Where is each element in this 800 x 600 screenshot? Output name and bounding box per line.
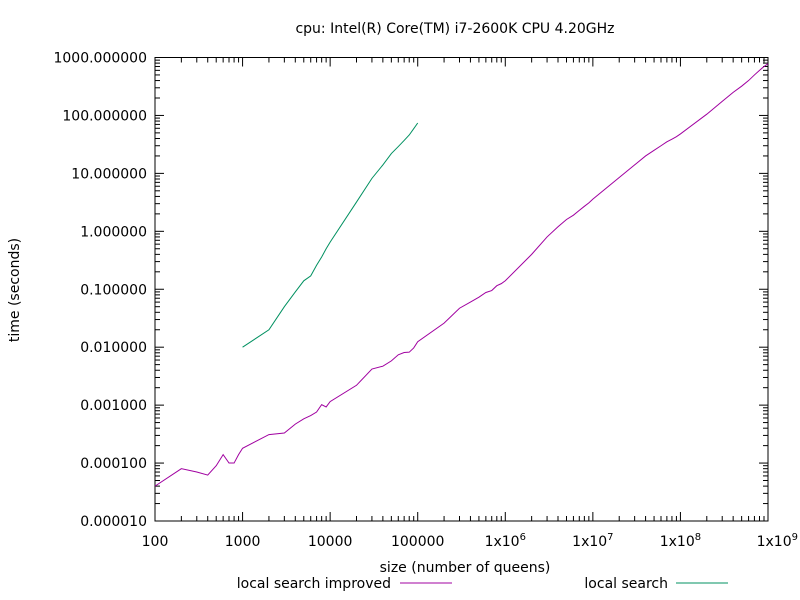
- y-tick-label: 0.100000: [80, 282, 147, 298]
- x-tick-label-exponent: 6: [520, 532, 526, 543]
- x-axis: 100 1000 10000 100000 1x106 1x107 1x108 1x109: [142, 57, 798, 550]
- x-tick-label-base: 1x10: [572, 534, 607, 550]
- y-tick-label: 0.000100: [80, 456, 147, 472]
- x-tick-label: 1x107: [572, 532, 613, 550]
- y-tick-label: 0.000010: [80, 514, 147, 530]
- legend-item-local-search-improved: local search improved: [237, 576, 452, 592]
- y-tick-label: 100.000000: [62, 108, 147, 124]
- x-tick-label-base: 1x10: [757, 534, 792, 550]
- y-axis: 0.000010 0.000100 0.001000 0.010000 0.100000…: [53, 51, 768, 530]
- x-tick-label: 1x108: [660, 532, 701, 550]
- legend-label: local search improved: [237, 576, 391, 592]
- legend-item-local-search: local search: [584, 576, 728, 592]
- x-tick-label: 1x109: [757, 532, 798, 550]
- x-tick-label: 100000: [391, 534, 444, 550]
- x-tick-label: 10000: [308, 534, 353, 550]
- y-tick-label: 1000.000000: [53, 51, 147, 67]
- x-tick-label-base: 1x10: [660, 534, 695, 550]
- y-tick-label: 1.000000: [80, 224, 147, 240]
- x-tick-label-exponent: 7: [607, 532, 613, 543]
- x-tick-label: 1x106: [485, 532, 526, 550]
- x-tick-label-base: 1x10: [485, 534, 520, 550]
- series-line-local-search: [242, 122, 419, 348]
- series-layer: [154, 63, 769, 487]
- x-tick-label: 1000: [225, 534, 261, 550]
- x-axis-label: size (number of queens): [380, 560, 551, 576]
- y-tick-label: 0.010000: [80, 340, 147, 356]
- x-tick-label-exponent: 9: [792, 532, 798, 543]
- series-line-local-search-improved: [154, 63, 769, 487]
- chart-title: cpu: Intel(R) Core(TM) i7-2600K CPU 4.20…: [295, 21, 614, 37]
- x-tick-label: 100: [142, 534, 169, 550]
- y-tick-label: 0.001000: [80, 398, 147, 414]
- legend-label: local search: [584, 576, 668, 592]
- x-tick-label-exponent: 8: [695, 532, 701, 543]
- y-axis-label: time (seconds): [7, 238, 23, 342]
- y-tick-label: 10.000000: [71, 166, 147, 182]
- legend: local search improved local search: [237, 576, 728, 592]
